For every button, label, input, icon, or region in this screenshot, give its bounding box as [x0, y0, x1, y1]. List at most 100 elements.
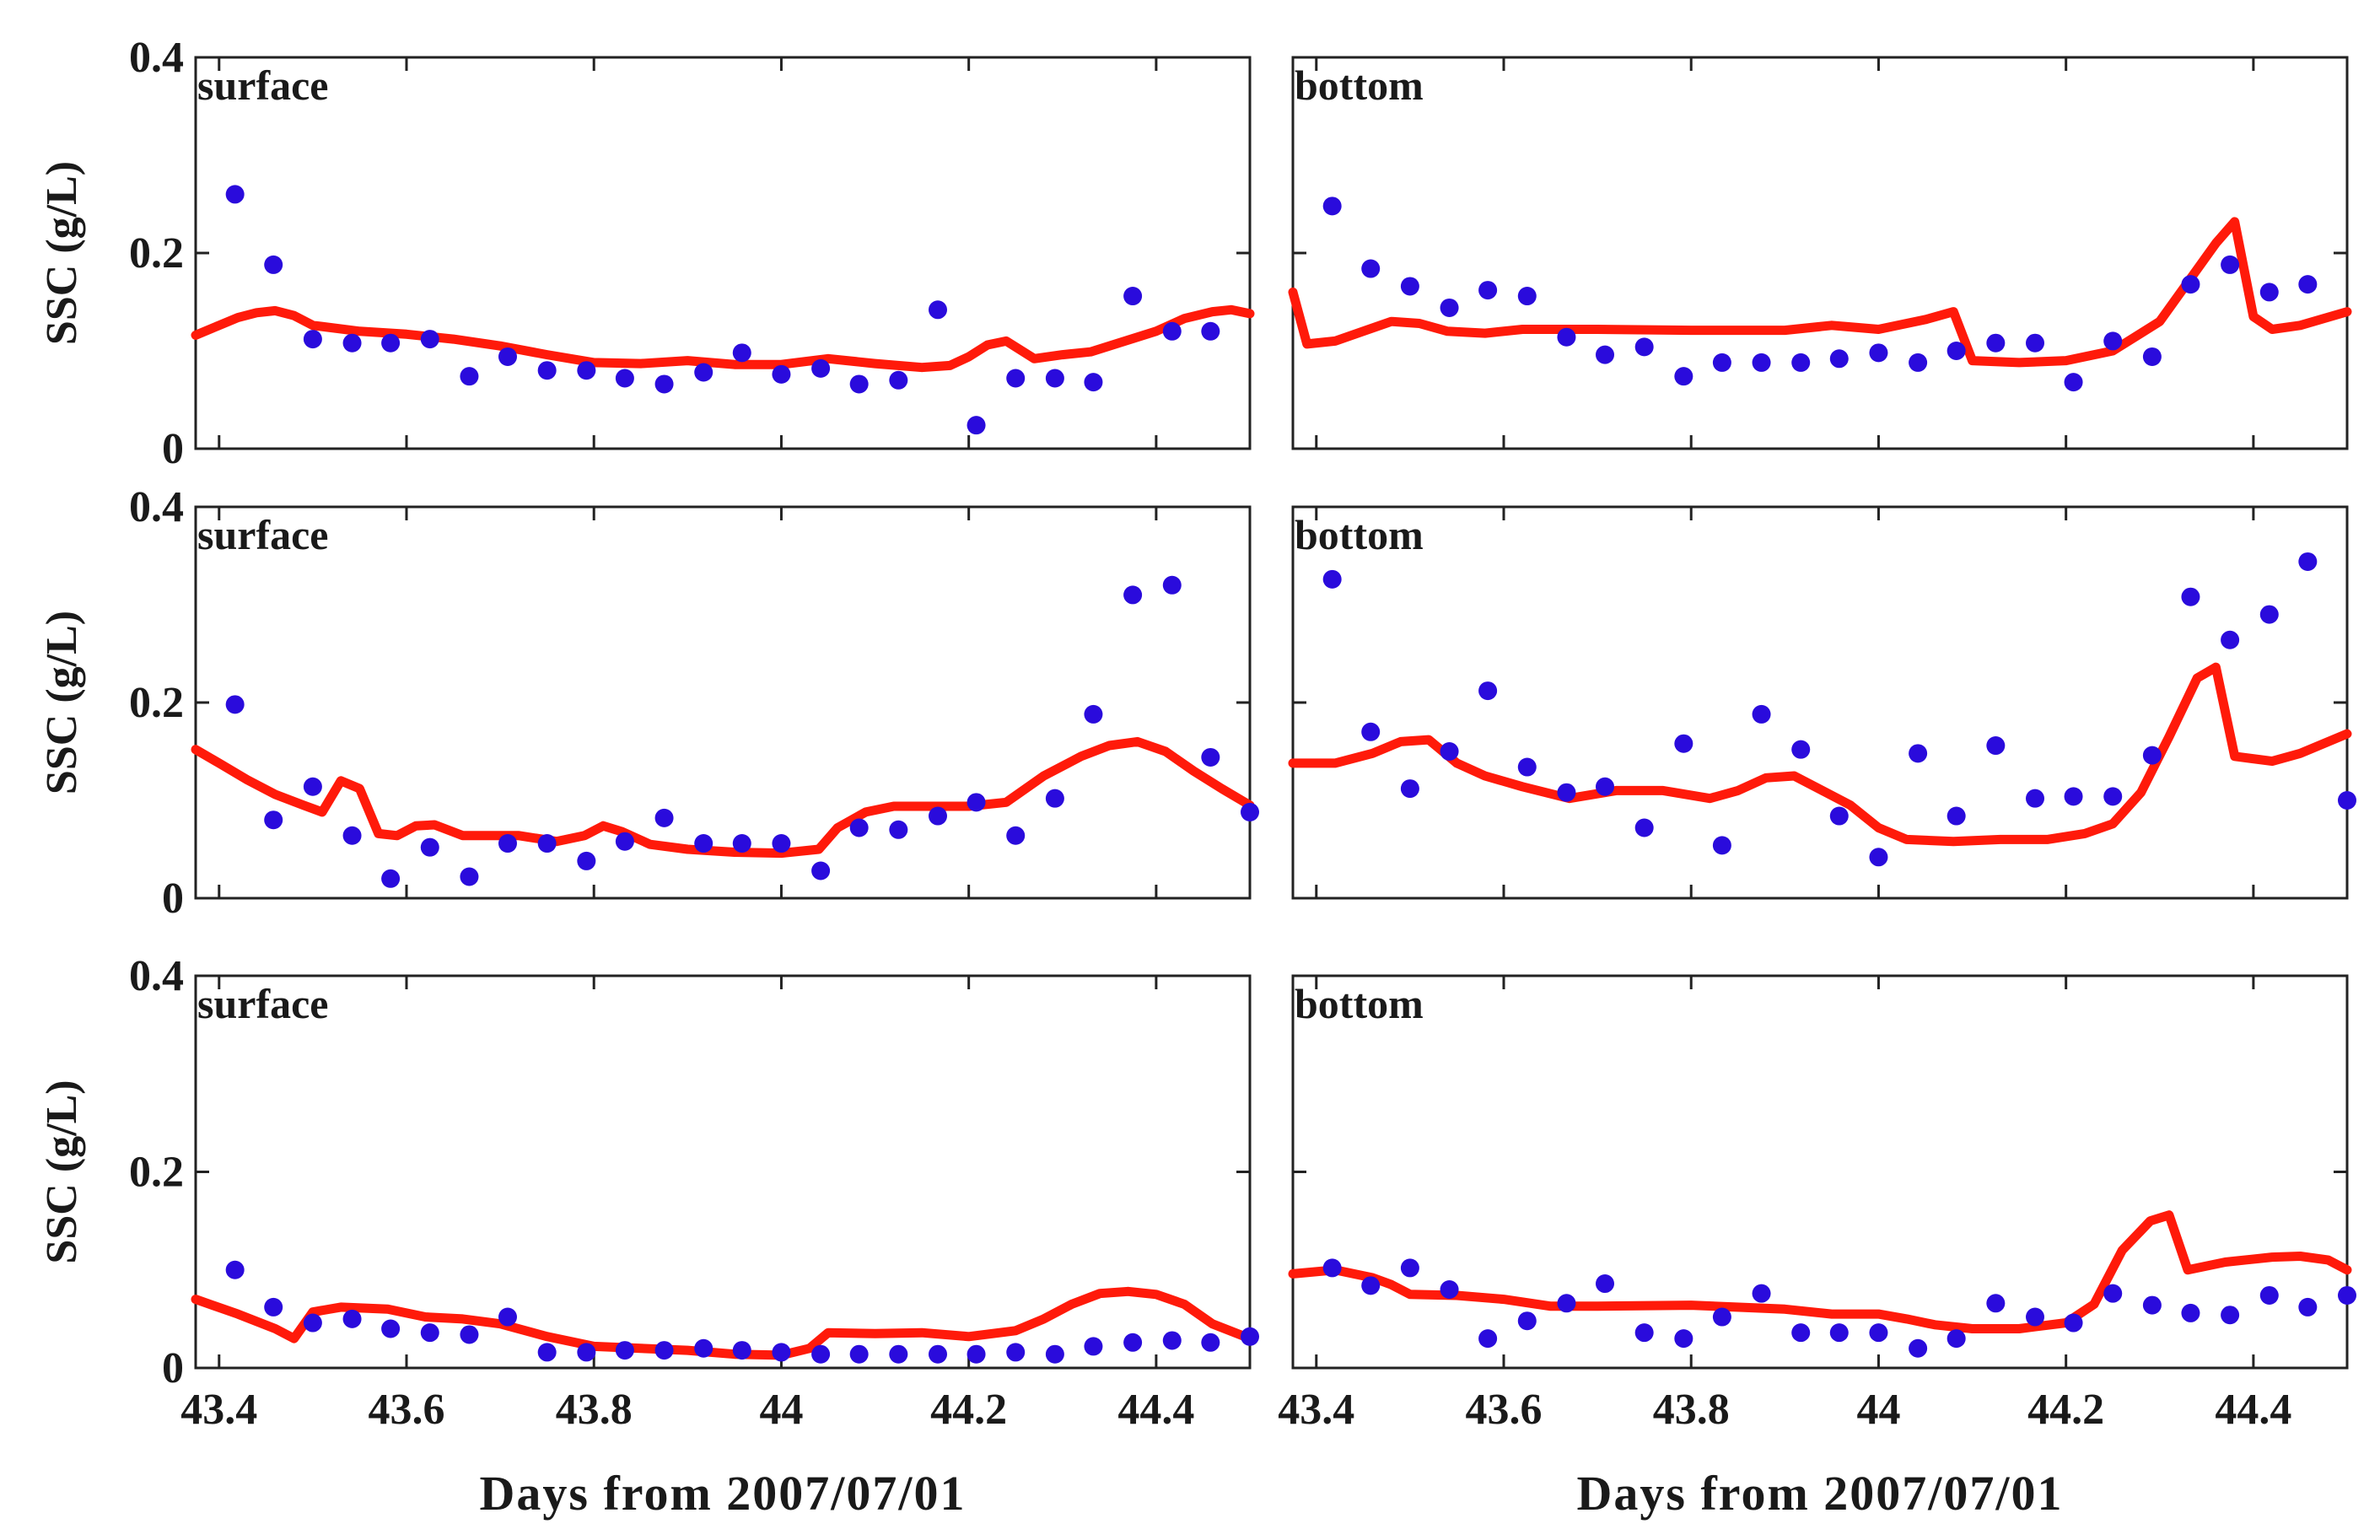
observed-point	[732, 343, 751, 363]
observed-point	[381, 869, 401, 888]
observed-point	[2298, 1297, 2318, 1317]
observed-point	[1517, 287, 1537, 306]
panel-label: surface	[197, 511, 329, 558]
panel-bottom-3: 43.4 43.6 43.8 44 44.2 44.4 bottom Days from 20…	[1278, 974, 2356, 1521]
observed-point	[1557, 783, 1576, 802]
observed-point	[577, 1343, 596, 1362]
observed-point	[1478, 281, 1498, 300]
observed-point	[615, 1341, 634, 1360]
observed-point	[2221, 1306, 2240, 1325]
observed-point	[1517, 757, 1537, 777]
y-tick-label: 0.2	[129, 679, 184, 727]
observed-point	[772, 364, 791, 384]
y-axis-title: SSC (g/L)	[38, 1080, 86, 1263]
observed-point	[1557, 327, 1576, 347]
observed-point	[1201, 321, 1220, 341]
observed-point	[225, 695, 245, 714]
observed-point	[1712, 836, 1731, 855]
panel-surface-1: 0 0.2 0.4 surface SSC (g/L)	[38, 34, 1255, 473]
observed-point	[889, 1344, 908, 1364]
panel-bottom-2: bottom	[1288, 505, 2356, 900]
observed-point	[1909, 744, 1928, 763]
x-axis-title: Days from 2007/07/01	[479, 1466, 966, 1521]
observed-point	[889, 820, 908, 839]
observed-point	[264, 1297, 283, 1317]
observed-point	[1162, 1331, 1182, 1350]
observed-point	[1478, 1329, 1498, 1349]
observed-point	[2064, 1313, 2083, 1333]
observed-point	[1084, 1337, 1103, 1356]
observed-point	[420, 837, 439, 857]
observed-point	[1752, 704, 1771, 724]
observed-point	[1634, 818, 1654, 837]
observed-point	[849, 818, 869, 837]
observed-point	[2026, 1307, 2044, 1327]
observed-point	[420, 330, 439, 349]
observed-point	[2142, 347, 2162, 366]
observed-point	[1361, 1276, 1381, 1295]
observed-point	[342, 333, 362, 353]
observed-point	[1634, 1323, 1654, 1343]
observed-point	[537, 1343, 557, 1362]
observed-point	[225, 1260, 245, 1279]
observed-point	[1006, 1343, 1026, 1362]
observed-point	[1791, 353, 1811, 372]
observed-point	[2103, 787, 2123, 806]
observed-point	[1909, 1338, 1928, 1358]
x-tick-label: 43.8	[556, 1386, 633, 1434]
observed-point	[381, 1319, 401, 1338]
observed-point	[1241, 802, 1259, 821]
observed-point	[420, 1323, 439, 1343]
observed-point	[1440, 742, 1459, 761]
observed-point	[2142, 1295, 2162, 1315]
observed-point	[1986, 736, 2006, 756]
observed-point	[1123, 1333, 1143, 1352]
observed-point	[1791, 740, 1811, 759]
observed-point	[1322, 1258, 1342, 1278]
observed-point	[1006, 369, 1026, 388]
observed-point	[1909, 353, 1928, 372]
observed-point	[577, 851, 596, 870]
observed-point	[460, 367, 479, 386]
panel-label: surface	[197, 980, 329, 1027]
observed-point	[1752, 353, 1771, 372]
y-tick-label: 0.4	[129, 483, 184, 531]
observed-point	[1162, 575, 1182, 595]
y-tick-label: 0.4	[129, 952, 184, 1000]
observed-point	[2259, 283, 2279, 302]
observed-point	[2298, 275, 2318, 294]
observed-point	[2259, 605, 2279, 624]
observed-point	[1400, 1258, 1419, 1278]
plot-frame	[1291, 56, 2349, 450]
observed-point	[381, 333, 401, 353]
observed-point	[303, 777, 322, 796]
x-tick-label: 44.4	[1117, 1386, 1194, 1434]
observed-point	[1045, 1344, 1064, 1364]
observed-point	[1869, 848, 1888, 867]
model-line	[191, 1286, 1255, 1360]
observed-point	[929, 1344, 947, 1364]
observed-point	[967, 1344, 986, 1364]
observed-point	[2181, 587, 2200, 606]
observed-point	[849, 1344, 869, 1364]
observed-point	[1829, 349, 1849, 369]
observed-point	[1674, 1329, 1693, 1349]
observed-point	[498, 347, 517, 366]
y-tick-label: 0.2	[129, 1149, 184, 1197]
x-tick-label: 43.6	[369, 1386, 445, 1434]
y-tick-label: 0	[162, 425, 184, 473]
observed-point	[1634, 337, 1654, 357]
observed-point	[967, 416, 986, 435]
panel-bottom-1: bottom	[1288, 56, 2352, 450]
panel-label: bottom	[1295, 511, 1424, 558]
observed-point	[498, 1307, 517, 1327]
observed-point	[1322, 197, 1342, 216]
observed-point	[1947, 342, 1966, 360]
observed-point	[811, 1344, 831, 1364]
observed-point	[303, 1313, 322, 1333]
observed-point	[772, 1343, 791, 1362]
model-line	[191, 736, 1255, 859]
observed-point	[2338, 791, 2356, 810]
observed-point	[1361, 722, 1381, 741]
observed-point	[1752, 1284, 1771, 1303]
